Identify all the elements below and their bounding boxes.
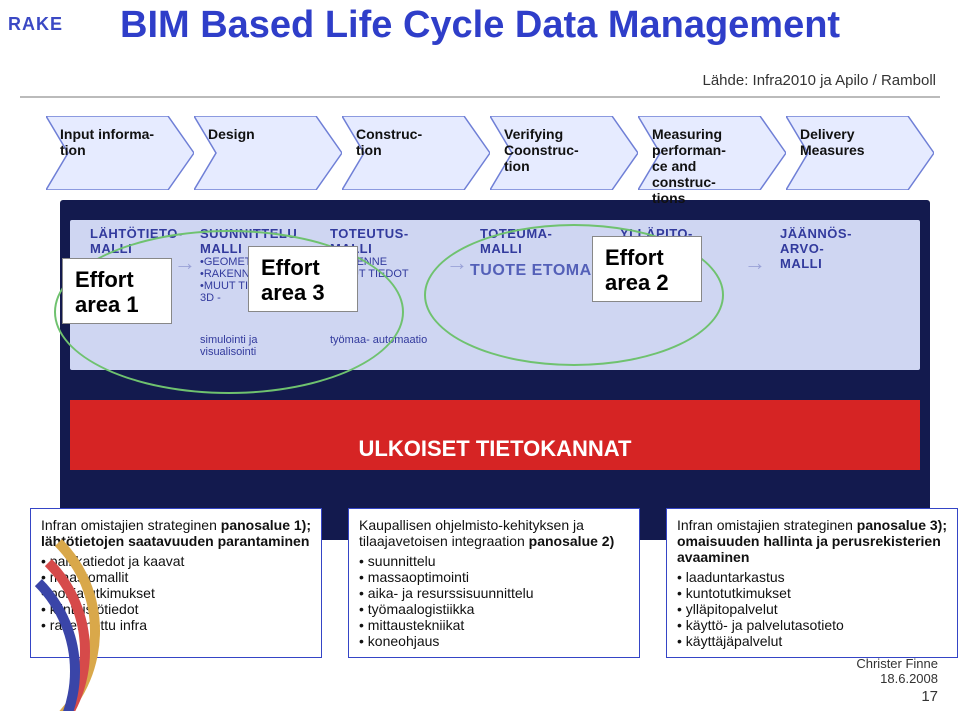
- panels-row: Infran omistajien strateginen panosalue …: [30, 508, 958, 658]
- footer-author: Christer Finne: [856, 656, 938, 671]
- effort-box: Effortarea 2: [592, 236, 702, 302]
- process-step-label: Delivery Measures: [800, 126, 908, 158]
- panel-item: suunnittelu: [359, 553, 629, 569]
- effort-box: Effortarea 1: [62, 258, 172, 324]
- external-db-label: ULKOISET TIETOKANNAT: [70, 400, 920, 462]
- process-step-label: Verifying Coonstruc-tion: [504, 126, 612, 174]
- process-step: Verifying Coonstruc-tion: [490, 116, 638, 190]
- panel-item: kuntotutkimukset: [677, 585, 947, 601]
- info-panel: Kaupallisen ohjelmisto-kehityksen ja til…: [348, 508, 640, 658]
- brand-logo: RAKE: [8, 14, 63, 35]
- info-panel: Infran omistajien strateginen panosalue …: [666, 508, 958, 658]
- process-step: Delivery Measures: [786, 116, 934, 190]
- panel-item: käyttö- ja palvelutasotieto: [677, 617, 947, 633]
- panel-item: ylläpitopalvelut: [677, 601, 947, 617]
- panel-lead: Kaupallisen ohjelmisto-kehityksen ja til…: [359, 517, 629, 549]
- process-row: Input informa-tion Design Construc-tion …: [46, 116, 934, 190]
- footer: Christer Finne 18.6.2008 17: [856, 656, 938, 705]
- panel-item: aika- ja resurssisuunnittelu: [359, 585, 629, 601]
- process-step-label: Construc-tion: [356, 126, 464, 158]
- divider: [20, 96, 940, 98]
- panel-item: massaoptimointi: [359, 569, 629, 585]
- process-step: Input informa-tion: [46, 116, 194, 190]
- panel-item: mittaustekniikat: [359, 617, 629, 633]
- effort-box: Effortarea 3: [248, 246, 358, 312]
- process-step: Construc-tion: [342, 116, 490, 190]
- process-step-label: Measuring performan-ce and construc-tion…: [652, 126, 760, 206]
- process-step-label: Design: [208, 126, 316, 142]
- process-step: Design: [194, 116, 342, 190]
- model-column: JÄÄNNÖS-ARVO-MALLI: [780, 226, 900, 362]
- panel-lead: Infran omistajien strateginen panosalue …: [677, 517, 947, 565]
- process-step-label: Input informa-tion: [60, 126, 168, 158]
- panel-item: koneohjaus: [359, 633, 629, 649]
- page-title: BIM Based Life Cycle Data Management: [120, 4, 840, 47]
- corner-decoration: [0, 461, 120, 711]
- panel-item: käyttäjäpalvelut: [677, 633, 947, 649]
- external-db-band: ULKOISET TIETOKANNAT: [70, 400, 920, 470]
- model-title: JÄÄNNÖS-ARVO-MALLI: [780, 226, 900, 271]
- process-step: Measuring performan-ce and construc-tion…: [638, 116, 786, 190]
- page-number: 17: [856, 688, 938, 705]
- panel-item: laaduntarkastus: [677, 569, 947, 585]
- footer-date: 18.6.2008: [856, 671, 938, 686]
- source-label: Lähde: Infra2010 ja Apilo / Ramboll: [703, 72, 937, 89]
- flow-arrow-icon: →: [744, 250, 766, 276]
- panel-item: työmaalogistiikka: [359, 601, 629, 617]
